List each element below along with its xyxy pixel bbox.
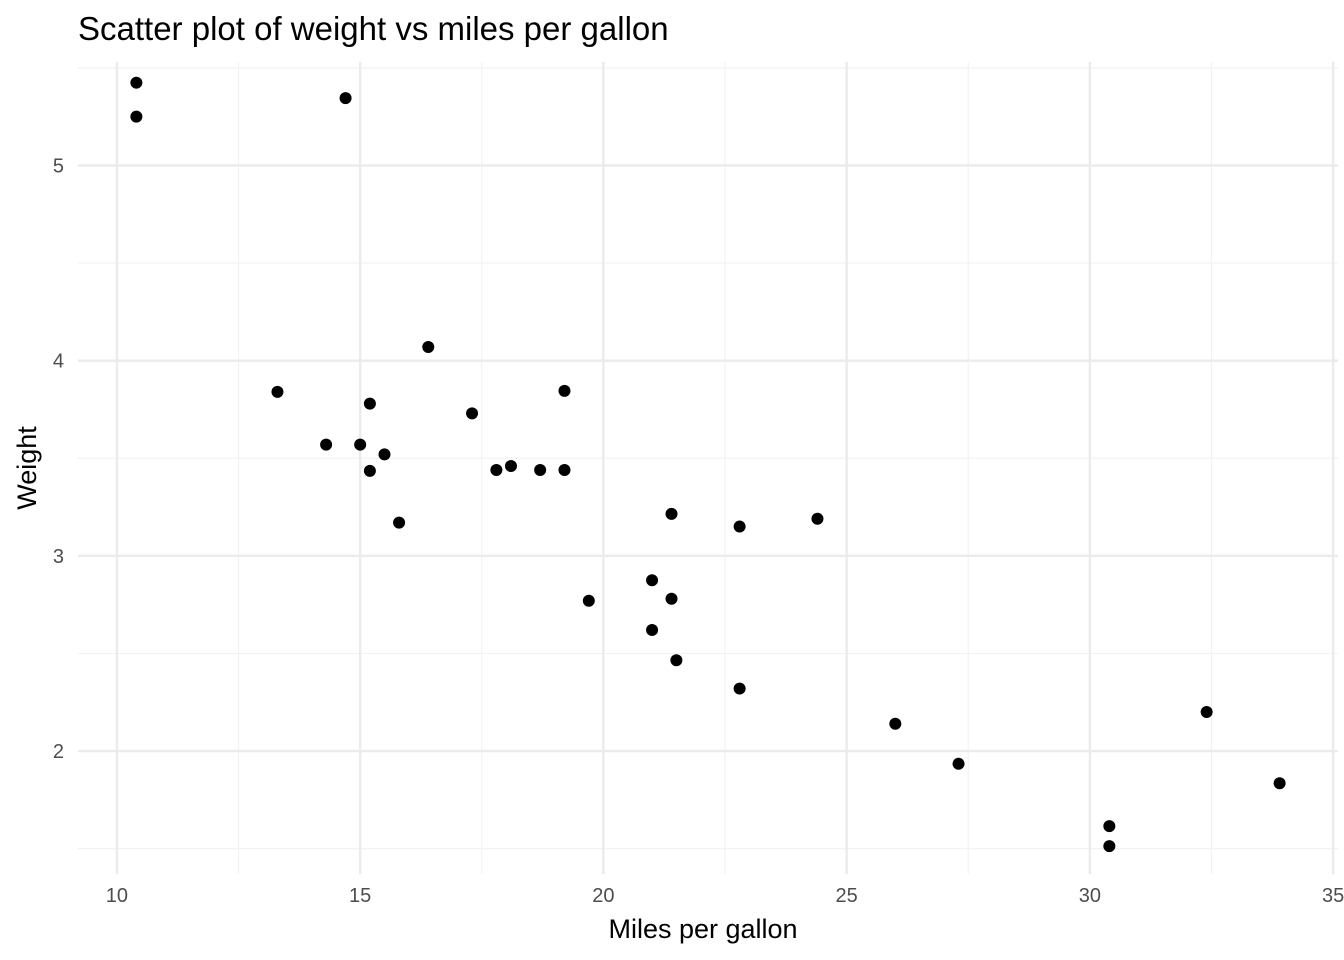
data-point: [733, 520, 746, 533]
data-point: [466, 407, 479, 420]
data-point: [393, 516, 406, 529]
x-tick-label: 15: [349, 885, 371, 907]
data-point: [558, 463, 571, 476]
x-tick-label: 30: [1079, 885, 1101, 907]
data-point: [422, 340, 435, 353]
x-axis-ticks: 10 15 20 25 30 35: [106, 885, 1344, 907]
data-point: [339, 92, 352, 105]
data-point: [363, 464, 376, 477]
x-tick-label: 10: [106, 885, 128, 907]
data-point: [665, 592, 678, 605]
data-point: [1103, 840, 1116, 853]
data-point: [558, 384, 571, 397]
data-point: [952, 757, 965, 770]
y-tick-label: 2: [53, 741, 64, 763]
data-point: [271, 385, 284, 398]
data-point: [320, 438, 333, 451]
data-point: [665, 507, 678, 520]
data-point: [378, 448, 391, 461]
y-tick-label: 4: [53, 351, 64, 373]
data-point: [733, 682, 746, 695]
data-point: [670, 654, 683, 667]
data-point: [534, 463, 547, 476]
y-axis-ticks: 2 3 4 5: [53, 155, 64, 763]
x-tick-label: 35: [1322, 885, 1344, 907]
x-tick-label: 25: [836, 885, 858, 907]
x-tick-label: 20: [592, 885, 614, 907]
data-point: [354, 438, 367, 451]
y-tick-label: 5: [53, 155, 64, 177]
data-point: [1103, 820, 1116, 833]
data-point: [1200, 705, 1213, 718]
y-axis-title: Weight: [12, 426, 42, 510]
data-point: [1273, 777, 1286, 790]
x-axis-title: Miles per gallon: [608, 914, 797, 944]
grid-lines: [78, 62, 1338, 874]
chart-title: Scatter plot of weight vs miles per gall…: [78, 10, 669, 47]
data-point: [582, 594, 595, 607]
data-point: [646, 624, 659, 637]
data-point: [504, 460, 517, 473]
data-point: [490, 463, 503, 476]
data-point: [646, 574, 659, 587]
data-point: [363, 397, 376, 410]
data-point: [889, 717, 902, 730]
data-points: [130, 76, 1286, 853]
data-point: [811, 512, 824, 525]
data-point: [130, 110, 143, 123]
data-point: [130, 76, 143, 89]
y-tick-label: 3: [53, 546, 64, 568]
